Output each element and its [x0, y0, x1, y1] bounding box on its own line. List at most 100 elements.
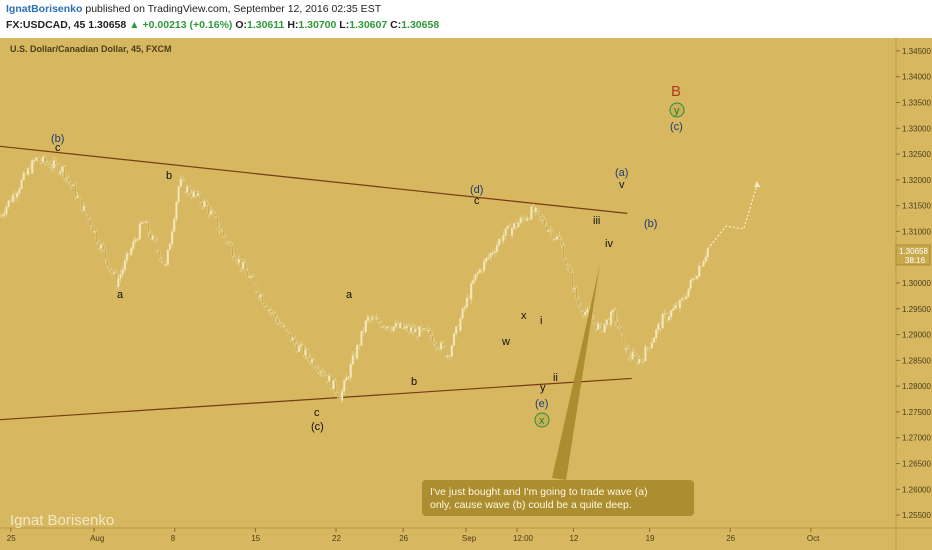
candle-body — [366, 316, 369, 321]
candle-body — [416, 328, 419, 337]
candle-body — [620, 327, 623, 334]
chart-area[interactable]: 1.34500 1.34000 1.33500 1.33000 1.32500 1.320… — [0, 38, 932, 550]
candle-body — [394, 323, 397, 327]
projection-line — [707, 184, 758, 250]
candle-body — [207, 205, 210, 215]
candle-body — [403, 327, 406, 329]
candle-body — [687, 288, 690, 298]
candle-body — [569, 266, 572, 273]
candle-body — [134, 239, 137, 242]
y-tick-label: 1.32000 — [902, 176, 931, 185]
wave-label-c-paren: (c) — [311, 421, 324, 433]
candle-body — [211, 210, 215, 214]
note-callout[interactable]: I've just bought and I'm going to trade … — [422, 264, 694, 516]
candle-body — [11, 194, 14, 203]
candle-body — [233, 256, 236, 261]
candle-body — [547, 230, 550, 232]
candle-body — [584, 312, 587, 316]
time-axis[interactable]: 25 Aug 8 15 22 26 Sep 12:00 12 19 26 Oct — [7, 528, 820, 543]
candle-body — [457, 326, 460, 331]
candle-body — [463, 306, 466, 309]
candle-body — [521, 217, 524, 219]
candle-body — [577, 299, 580, 306]
candle-body — [57, 163, 60, 174]
candle-body — [190, 193, 193, 198]
candle-body — [668, 316, 671, 320]
instrument-title: U.S. Dollar/Canadian Dollar, 45, FXCM — [10, 44, 172, 54]
candle-body — [549, 230, 552, 232]
candle-body — [594, 322, 598, 330]
candle-body — [483, 261, 486, 272]
candle-body — [558, 236, 561, 240]
candle-body — [498, 239, 501, 246]
candle-body — [375, 318, 378, 320]
projection-arrow-icon — [754, 181, 761, 187]
candle-body — [54, 160, 57, 165]
candle-body — [511, 228, 514, 236]
candle-body — [293, 338, 296, 344]
candle-body — [607, 319, 610, 325]
candle-body — [20, 179, 23, 189]
candle-body — [706, 248, 709, 258]
candle-body — [162, 261, 165, 265]
candle-body — [274, 312, 277, 319]
wave-label-i: i — [540, 315, 542, 327]
y-tick-label: 1.28000 — [902, 382, 931, 391]
change-arrow-icon: ▲ — [129, 19, 140, 31]
y-tick-label: 1.29000 — [902, 331, 931, 340]
candle-body — [239, 259, 243, 269]
candle-body — [313, 359, 316, 368]
x-tick-label: Sep — [462, 534, 477, 543]
candle-body — [9, 200, 12, 203]
wave-label-a-paren: (a) — [615, 167, 628, 179]
candle-body — [175, 201, 178, 220]
candle-body — [631, 352, 634, 360]
candle-body — [16, 192, 19, 198]
wave-label-x: x — [521, 310, 527, 322]
candle-body — [467, 297, 471, 300]
candle-body — [562, 245, 565, 260]
candle-body — [93, 231, 96, 233]
candle-body — [633, 352, 636, 356]
wave-label-d-paren: (d) — [470, 184, 483, 196]
wave-label-b-paren-2: (b) — [644, 218, 657, 230]
candle-body — [267, 309, 270, 311]
candle-body — [35, 157, 38, 161]
candle-body — [640, 359, 643, 362]
price-chart[interactable]: 1.34500 1.34000 1.33500 1.33000 1.32500 1.320… — [0, 38, 932, 550]
candle-body — [310, 359, 314, 363]
candle-body — [257, 291, 260, 298]
candle-body — [586, 309, 589, 313]
candle-body — [227, 241, 230, 243]
candle-body — [295, 343, 298, 352]
candle-body — [435, 343, 438, 349]
x-tick-label: Oct — [807, 534, 820, 543]
wave-label-c: c — [55, 142, 61, 154]
candle-body — [571, 272, 574, 289]
candle-body — [665, 313, 669, 320]
candle-body — [493, 251, 496, 254]
candle-body — [381, 326, 385, 328]
candle-body — [564, 259, 567, 265]
candle-body — [519, 217, 522, 224]
candle-body — [635, 355, 638, 364]
last-price: 1.30658 — [88, 19, 127, 31]
candle-body — [0, 215, 2, 217]
candle-body — [504, 228, 507, 236]
x-tick-label: Aug — [90, 534, 104, 543]
candle-body — [455, 326, 458, 334]
candle-body — [661, 314, 664, 329]
low-value: 1.30607 — [349, 19, 388, 31]
candle-body — [465, 297, 468, 308]
candle-body — [104, 249, 107, 260]
author-link[interactable]: IgnatBorisenko — [6, 3, 83, 15]
chart-background — [0, 38, 932, 550]
candle-body — [597, 323, 600, 330]
candle-body — [377, 318, 380, 323]
candle-body — [171, 231, 174, 245]
candle-body — [700, 266, 703, 268]
candle-body — [138, 223, 141, 240]
candle-body — [526, 218, 529, 221]
candle-body — [121, 269, 124, 275]
candle-body — [237, 259, 240, 263]
